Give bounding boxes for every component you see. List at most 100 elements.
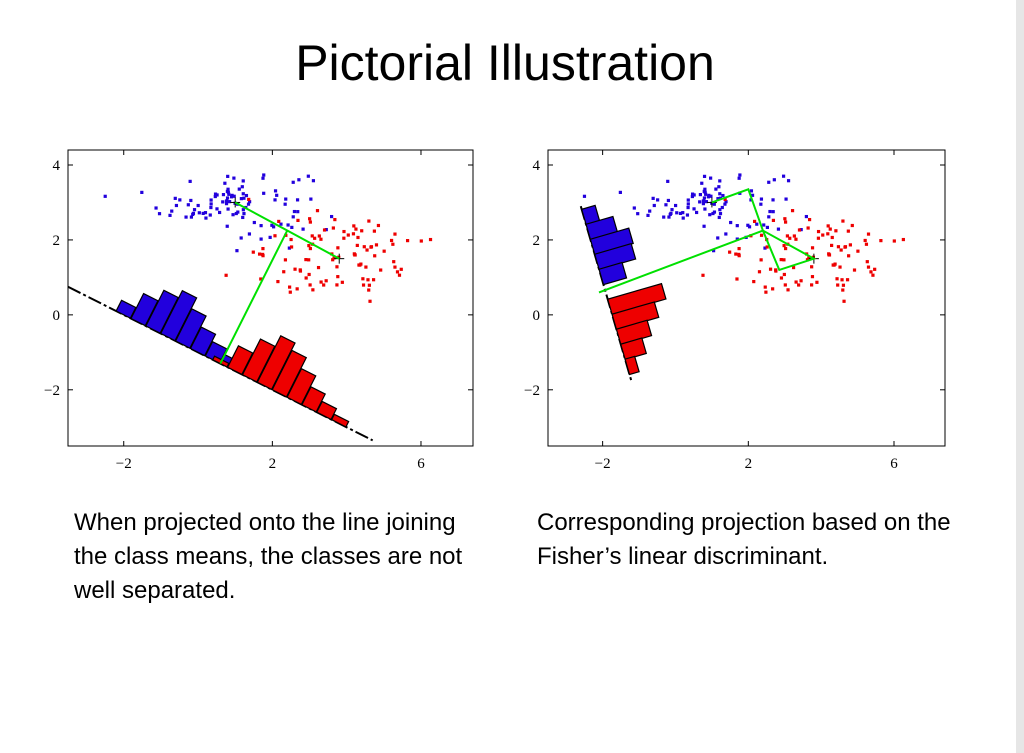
data-point	[701, 199, 705, 203]
data-point	[301, 227, 305, 231]
y-tick-label: −2	[44, 383, 60, 399]
data-point	[703, 187, 707, 191]
data-point	[866, 265, 871, 269]
data-point	[201, 211, 205, 216]
data-point	[788, 236, 792, 240]
x-tick-label: 2	[745, 456, 753, 472]
data-point	[289, 245, 294, 249]
histogram-bar	[226, 345, 254, 376]
data-point	[582, 194, 587, 198]
data-point	[395, 270, 400, 274]
data-point	[286, 223, 290, 227]
data-point	[213, 194, 217, 199]
data-point	[208, 213, 212, 217]
data-point	[738, 173, 742, 177]
data-point	[728, 250, 732, 254]
data-point	[226, 187, 230, 191]
data-point	[749, 198, 753, 202]
data-point	[830, 243, 834, 248]
data-point	[292, 209, 297, 214]
data-point	[856, 249, 860, 253]
data-point	[750, 193, 755, 197]
data-point	[841, 288, 845, 292]
data-point	[275, 193, 279, 197]
histogram-bar	[256, 334, 296, 391]
y-tick-label: 4	[533, 158, 541, 174]
data-point	[224, 199, 229, 203]
data-point	[362, 245, 366, 249]
data-point	[170, 209, 174, 213]
data-point	[783, 283, 787, 287]
data-point	[749, 189, 754, 193]
data-point	[636, 212, 640, 216]
data-point	[197, 211, 201, 215]
data-point	[225, 196, 230, 200]
data-point	[247, 232, 252, 236]
data-point	[786, 179, 791, 183]
data-point	[322, 283, 326, 287]
data-point	[221, 200, 225, 204]
data-point	[188, 179, 192, 183]
data-point	[392, 260, 396, 264]
data-point	[668, 212, 672, 217]
histogram-bar	[241, 338, 276, 383]
data-point	[873, 267, 877, 271]
data-point	[762, 223, 766, 227]
data-point	[866, 232, 871, 236]
data-point	[354, 227, 358, 231]
data-point	[261, 254, 265, 258]
data-point	[307, 272, 311, 277]
data-point	[324, 228, 328, 232]
data-point	[709, 176, 713, 180]
data-point	[335, 283, 339, 287]
histogram-bar-group	[286, 367, 317, 406]
data-point	[759, 197, 764, 201]
data-point	[681, 216, 685, 220]
data-point	[712, 249, 716, 253]
data-point	[221, 192, 226, 197]
data-point	[360, 229, 364, 233]
plot-mean-projection: −2 2 6 −2 0 2 4	[28, 140, 483, 480]
data-point	[781, 174, 786, 178]
data-point	[273, 189, 278, 193]
data-point	[366, 278, 370, 282]
data-point	[701, 273, 705, 277]
data-point	[735, 237, 739, 241]
data-point	[776, 227, 781, 231]
window-edge	[1016, 0, 1024, 753]
data-point	[826, 224, 830, 228]
data-point	[317, 234, 321, 238]
data-point	[324, 279, 328, 283]
data-point	[389, 238, 394, 243]
histogram-bar	[301, 386, 327, 413]
data-point	[709, 194, 713, 198]
data-point	[835, 277, 839, 281]
data-point	[702, 174, 707, 178]
histogram-bar-group	[130, 292, 159, 327]
data-point	[821, 233, 825, 237]
data-point	[204, 216, 208, 220]
data-point	[723, 197, 727, 202]
data-point	[340, 280, 344, 284]
data-point	[397, 273, 402, 277]
data-point	[352, 224, 356, 228]
data-point	[336, 275, 340, 279]
data-point	[311, 288, 315, 292]
histogram-bar	[130, 292, 159, 327]
histogram-bar-group	[330, 413, 350, 428]
data-point	[367, 288, 371, 292]
data-point	[361, 277, 365, 281]
data-point	[192, 208, 197, 212]
data-point	[782, 243, 786, 248]
data-point	[901, 237, 905, 242]
data-point	[771, 287, 775, 291]
histogram-bar	[315, 400, 338, 421]
data-point	[779, 276, 784, 280]
data-point	[716, 197, 720, 201]
data-point	[771, 210, 775, 214]
data-point	[772, 178, 776, 182]
data-point	[368, 299, 372, 303]
data-point	[288, 290, 292, 294]
y-tick-label: 0	[53, 308, 61, 324]
data-point	[804, 214, 808, 219]
